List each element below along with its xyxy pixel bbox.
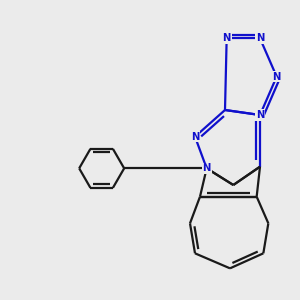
- Text: N: N: [272, 72, 281, 82]
- Text: N: N: [202, 163, 211, 173]
- Text: N: N: [256, 110, 264, 120]
- Text: N: N: [256, 33, 264, 43]
- Text: N: N: [191, 132, 199, 142]
- Text: N: N: [223, 33, 231, 43]
